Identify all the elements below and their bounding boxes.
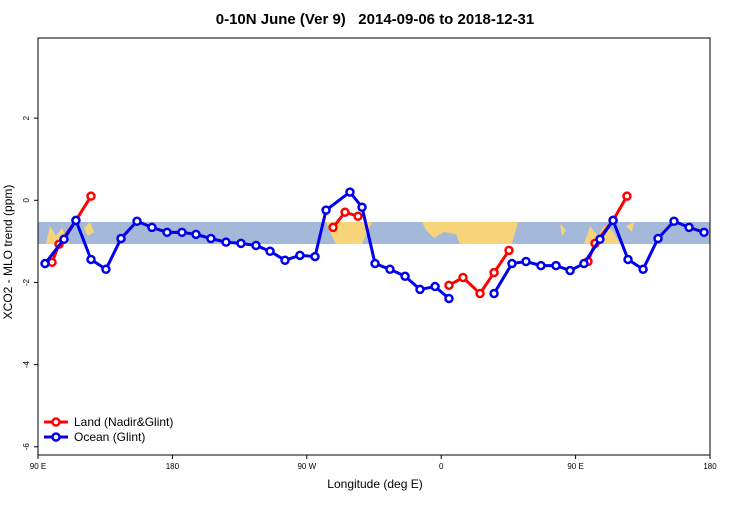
x-axis-label: Longitude (deg E) <box>327 477 422 491</box>
point <box>345 187 355 197</box>
plot-frame <box>37 37 711 456</box>
point <box>147 222 157 233</box>
point <box>357 202 367 213</box>
point <box>430 281 440 292</box>
point <box>280 255 290 266</box>
point <box>295 250 305 261</box>
point <box>444 293 454 304</box>
point <box>489 288 499 299</box>
point <box>623 254 633 265</box>
point <box>551 260 561 271</box>
point <box>321 205 331 215</box>
point <box>475 288 485 299</box>
x-tick-label: 90 W <box>297 462 316 471</box>
point <box>669 216 679 226</box>
point <box>59 234 69 245</box>
point <box>458 272 468 283</box>
point <box>162 227 172 238</box>
y-axis-label: XCO2 - MLO trend (ppm) <box>1 185 15 320</box>
point <box>699 227 709 238</box>
legend-marker <box>51 432 61 442</box>
point <box>251 240 261 251</box>
point <box>132 216 142 226</box>
point <box>622 191 632 201</box>
point <box>385 264 395 275</box>
point <box>206 233 216 244</box>
point <box>101 264 111 275</box>
point <box>489 267 499 278</box>
y-tick-label: 2 <box>22 115 31 120</box>
x-tick-label: 0 <box>439 462 444 471</box>
point <box>400 271 410 282</box>
point <box>116 233 126 244</box>
point <box>638 264 648 275</box>
point <box>595 234 605 245</box>
point <box>328 222 338 233</box>
point <box>71 215 81 226</box>
land <box>46 222 94 244</box>
land <box>560 222 634 244</box>
point <box>507 258 517 269</box>
point <box>504 245 514 256</box>
point <box>40 258 50 269</box>
point <box>86 191 96 201</box>
y-tick-label: -6 <box>22 443 31 451</box>
point <box>608 215 618 226</box>
point <box>415 284 425 295</box>
legend-marker <box>51 417 61 427</box>
point <box>653 233 663 244</box>
point <box>353 211 363 222</box>
point <box>684 222 694 233</box>
point <box>444 280 454 291</box>
legend-label: Land (Nadir&Glint) <box>74 415 173 429</box>
point <box>86 254 96 265</box>
point <box>191 229 201 240</box>
point <box>236 238 246 249</box>
x-tick-label: 180 <box>166 462 180 471</box>
y-tick-label: 0 <box>22 198 31 203</box>
chart-title: 0-10N June (Ver 9) 2014-09-06 to 2018-12… <box>216 11 535 28</box>
point <box>221 237 231 247</box>
y-tick-label: -2 <box>22 278 31 286</box>
point <box>370 258 380 269</box>
legend-label: Ocean (Glint) <box>74 430 145 444</box>
x-tick-label: 90 E <box>567 462 583 471</box>
point <box>536 260 546 271</box>
y-tick-label: -4 <box>22 361 31 369</box>
land <box>422 222 518 244</box>
x-tick-label: 90 E <box>30 462 46 471</box>
x-tick-label: 180 <box>703 462 717 471</box>
point <box>565 265 575 276</box>
point <box>521 256 531 267</box>
point <box>265 246 275 256</box>
point <box>579 258 589 269</box>
point <box>177 227 187 238</box>
plot-layer: 90 E 180 90 W 0 90 E 180 -6 -4 -2 0 2 Land (Nadir&G… <box>22 115 717 471</box>
point <box>340 207 350 217</box>
point <box>310 251 320 262</box>
